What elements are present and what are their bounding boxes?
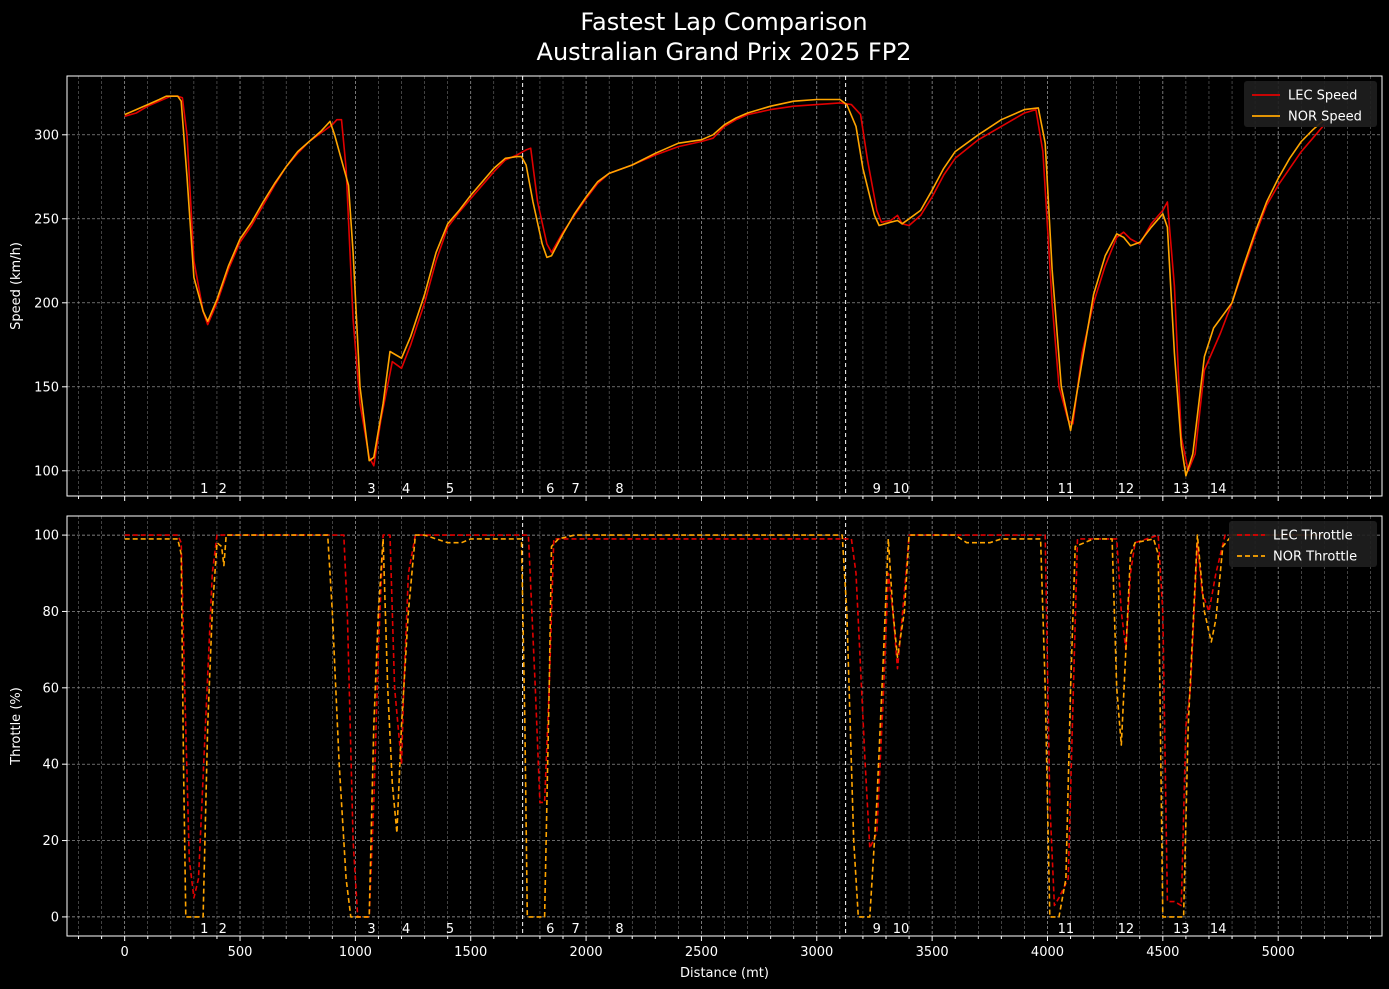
y-tick-label: 250 xyxy=(34,212,59,227)
corner-label: 6 xyxy=(546,922,554,937)
corner-label: 9 xyxy=(873,482,881,497)
corner-label: 14 xyxy=(1210,922,1227,937)
corner-label: 10 xyxy=(893,922,910,937)
corner-label: 7 xyxy=(572,922,580,937)
x-tick-label: 0 xyxy=(121,945,129,960)
series-line-lec xyxy=(124,95,1325,472)
corner-label: 12 xyxy=(1118,922,1135,937)
chart-subtitle: Australian Grand Prix 2025 FP2 xyxy=(537,38,912,66)
y-axis-label: Throttle (%) xyxy=(9,687,24,766)
legend: LEC Throttle NOR Throttle xyxy=(1229,521,1377,567)
x-tick-label: 1500 xyxy=(454,945,487,960)
corner-label: 7 xyxy=(572,482,580,497)
corner-label: 1 xyxy=(200,922,208,937)
y-axis-label: Speed (km/h) xyxy=(9,242,24,330)
corner-label: 6 xyxy=(546,482,554,497)
chart-title: Fastest Lap Comparison xyxy=(580,8,867,36)
x-tick-label: 5000 xyxy=(1262,945,1295,960)
corner-label: 3 xyxy=(367,482,375,497)
corner-label: 13 xyxy=(1173,922,1190,937)
y-tick-label: 200 xyxy=(34,296,59,311)
y-tick-label: 100 xyxy=(34,464,59,479)
corner-label: 11 xyxy=(1058,922,1075,937)
y-tick-label: 300 xyxy=(34,128,59,143)
x-tick-label: 4000 xyxy=(1031,945,1064,960)
corner-label: 4 xyxy=(402,482,410,497)
legend: LEC Speed NOR Speed xyxy=(1244,81,1377,127)
x-tick-label: 4500 xyxy=(1146,945,1179,960)
x-tick-label: 500 xyxy=(228,945,253,960)
corner-label: 2 xyxy=(219,922,227,937)
corner-label: 5 xyxy=(446,922,454,937)
x-tick-label: 3000 xyxy=(800,945,833,960)
legend-label: LEC Throttle xyxy=(1273,529,1353,544)
corner-label: 3 xyxy=(367,922,375,937)
y-tick-label: 100 xyxy=(34,529,59,544)
corner-label: 8 xyxy=(615,482,623,497)
x-tick-label: 2000 xyxy=(570,945,603,960)
y-tick-label: 0 xyxy=(51,910,59,925)
legend-label: LEC Speed xyxy=(1288,89,1357,104)
corner-label: 14 xyxy=(1210,482,1227,497)
corner-label: 10 xyxy=(893,482,910,497)
y-tick-label: 150 xyxy=(34,380,59,395)
corner-label: 1 xyxy=(200,482,208,497)
x-tick-label: 2500 xyxy=(685,945,718,960)
corner-label: 13 xyxy=(1173,482,1190,497)
corner-label: 8 xyxy=(615,922,623,937)
legend-label: NOR Throttle xyxy=(1273,550,1357,565)
series-line-nor xyxy=(124,95,1325,477)
corner-label: 2 xyxy=(219,482,227,497)
corner-label: 11 xyxy=(1058,482,1075,497)
series-line-nor xyxy=(124,534,1325,918)
series-line-lec xyxy=(124,534,1325,918)
x-tick-label: 3500 xyxy=(916,945,949,960)
corner-label: 4 xyxy=(402,922,410,937)
y-tick-label: 40 xyxy=(42,758,59,773)
x-axis-label: Distance (mt) xyxy=(680,966,769,981)
legend-box xyxy=(1229,521,1377,567)
y-tick-label: 20 xyxy=(42,834,59,849)
corner-label: 12 xyxy=(1118,482,1135,497)
legend-label: NOR Speed xyxy=(1288,110,1362,125)
y-tick-label: 80 xyxy=(42,605,59,620)
y-tick-label: 60 xyxy=(42,681,59,696)
corner-label: 5 xyxy=(446,482,454,497)
corner-label: 9 xyxy=(873,922,881,937)
x-tick-label: 1000 xyxy=(339,945,372,960)
